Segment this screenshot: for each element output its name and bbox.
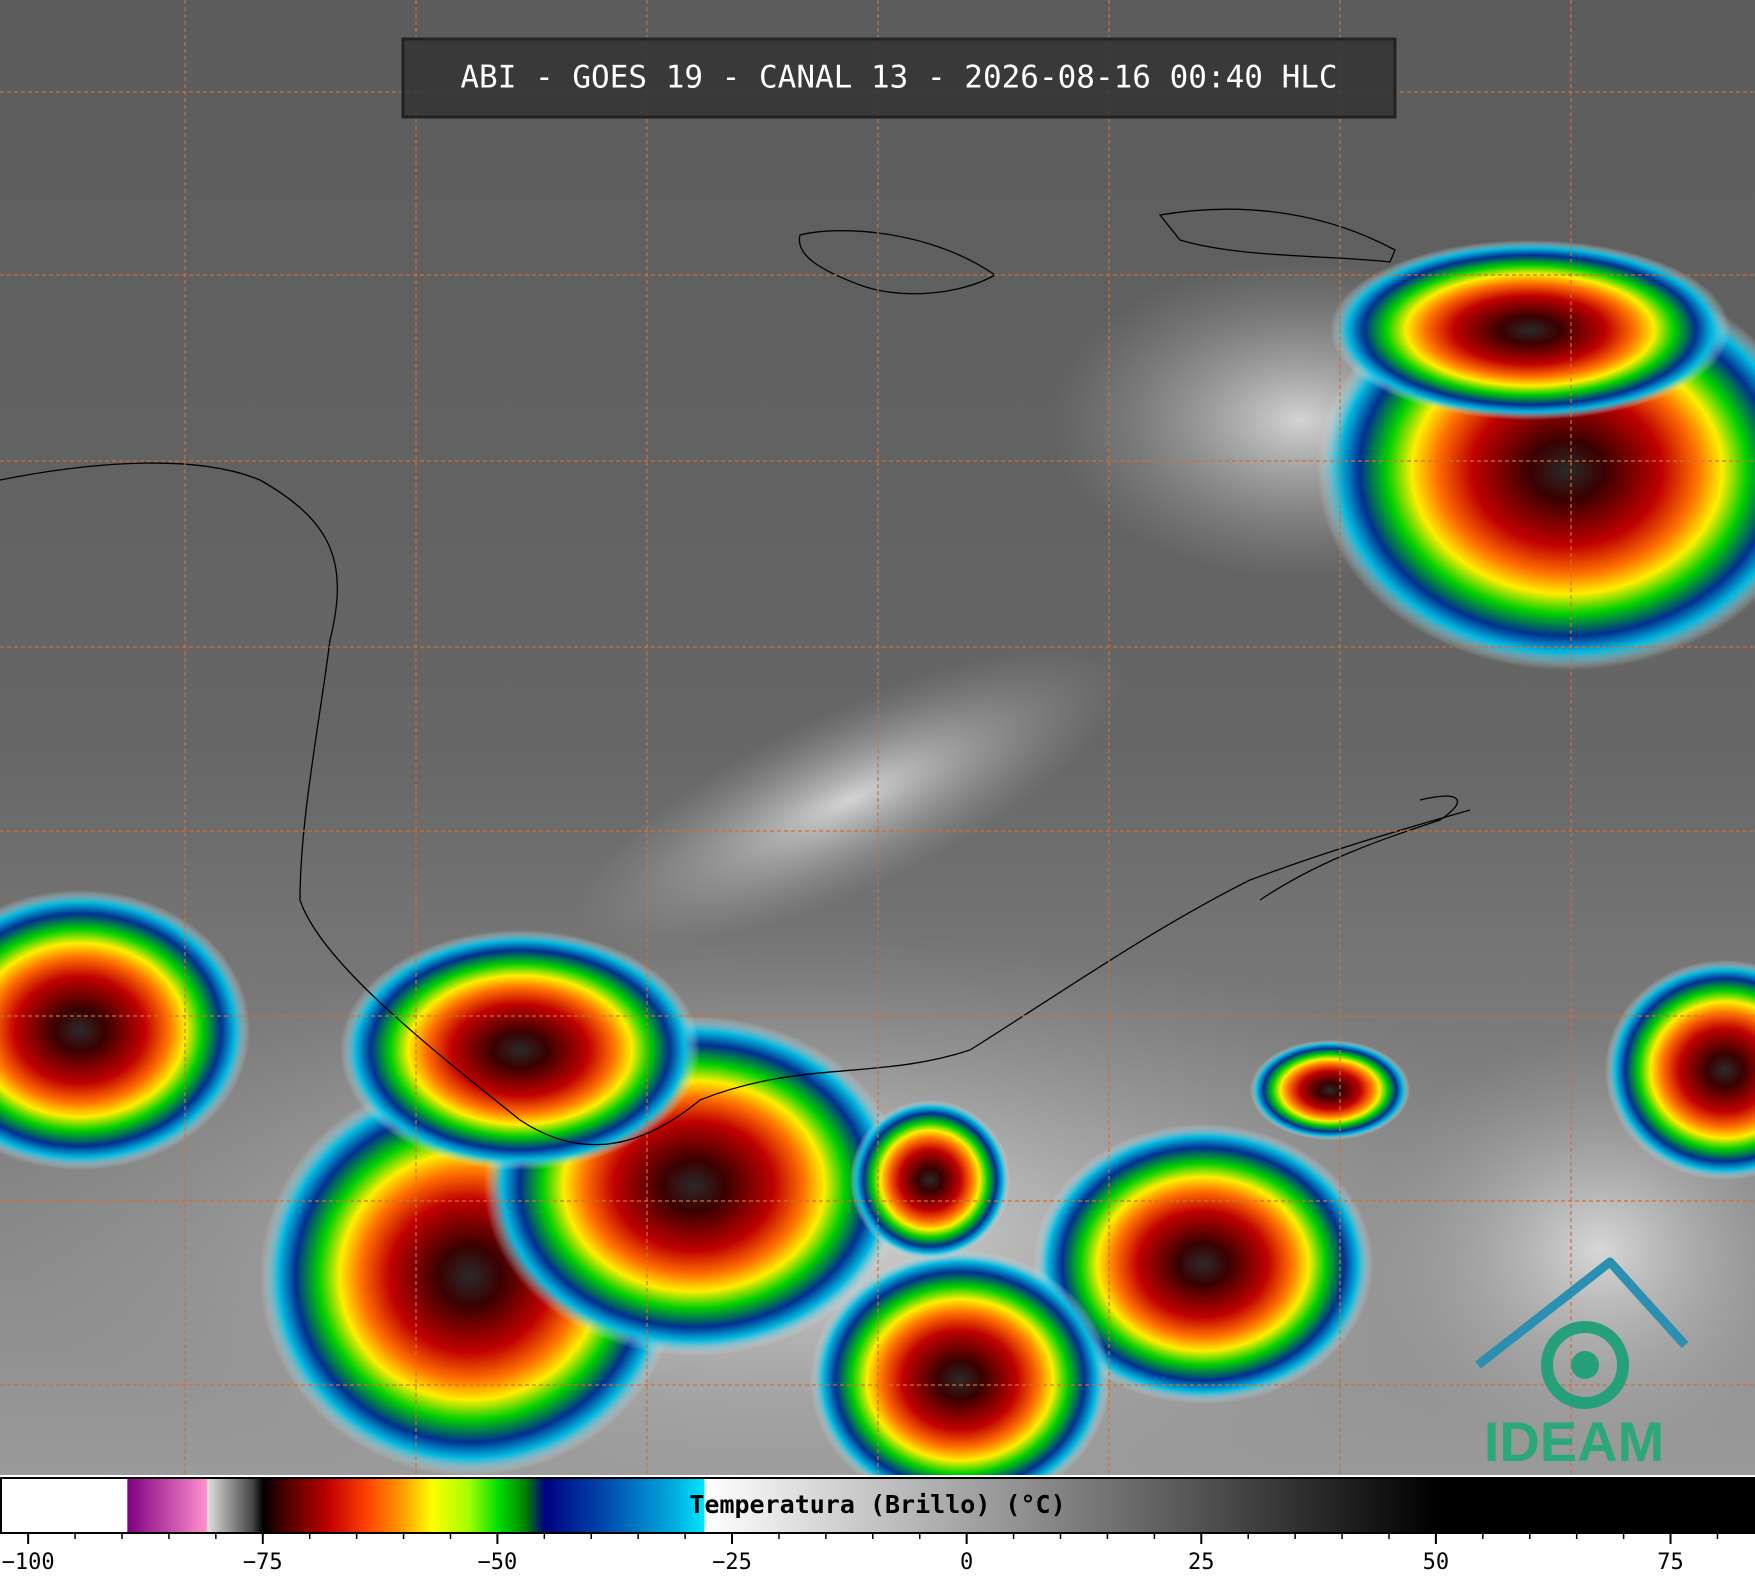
colorbar-segment (127, 1478, 207, 1533)
logo: IDEAM (1475, 1257, 1689, 1473)
tick-label: 25 (1188, 1550, 1215, 1575)
colorbar-segment (262, 1478, 283, 1533)
colorbar-segment (366, 1478, 405, 1533)
tick-label: −25 (712, 1550, 752, 1575)
tick-label: 0 (960, 1550, 973, 1575)
title-box: ABI - GOES 19 - CANAL 13 - 2026-08-16 00… (401, 37, 1397, 119)
colorbar-label: Temperatura (Brillo) (°C) (689, 1490, 1065, 1519)
colorbar-segment (328, 1478, 367, 1533)
colorbar-segment (281, 1478, 329, 1533)
graticule (0, 0, 1755, 1475)
colorbar-segment (403, 1478, 433, 1533)
colorbar-segment (610, 1478, 677, 1533)
colorbar-segment (703, 1478, 706, 1533)
tick-label: −100 (2, 1550, 55, 1575)
colorbar-segment (675, 1478, 705, 1533)
colorbar-segment (704, 1478, 1437, 1533)
tick-label: 50 (1423, 1550, 1450, 1575)
colorbar-segment (126, 1478, 129, 1533)
tick-label: 75 (1657, 1550, 1684, 1575)
colorbar-segment (525, 1478, 545, 1533)
colorbar-segment (207, 1478, 254, 1533)
colorbar-segment (497, 1478, 527, 1533)
logo-text: IDEAM (1484, 1410, 1664, 1473)
colorbar-segment (469, 1478, 498, 1533)
colorbar-segment (0, 1478, 128, 1533)
colorbar-segment (253, 1478, 264, 1533)
colorbar-segment (206, 1478, 208, 1533)
colorbar-segment (1435, 1478, 1755, 1533)
tick-label: −75 (243, 1550, 283, 1575)
colorbar-frame (0, 1477, 1755, 1534)
colorbar: Temperatura (Brillo) (°C) −100 −75 −50 −25 0 2… (0, 1477, 1755, 1575)
tick-label: −50 (478, 1550, 518, 1575)
colorbar-segment (431, 1478, 470, 1533)
title: ABI - GOES 19 - CANAL 13 - 2026-08-16 00… (460, 60, 1337, 96)
colorbar-segment (544, 1478, 611, 1533)
